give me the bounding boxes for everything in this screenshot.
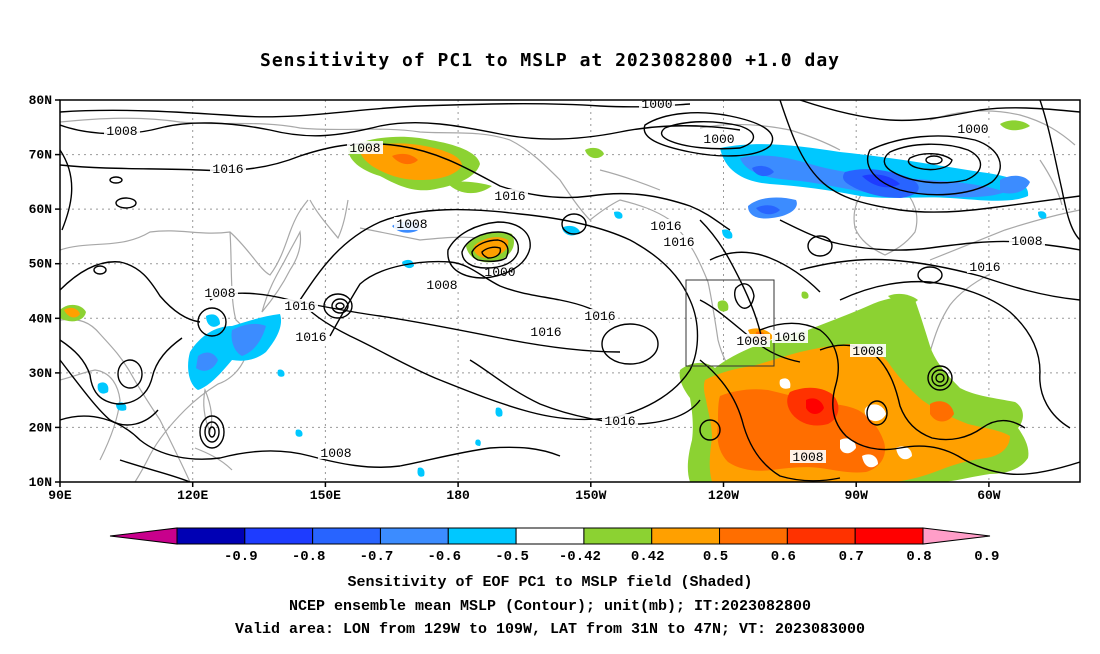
colorbar-swatch bbox=[854, 527, 924, 545]
contour-value-label: 1000 bbox=[484, 265, 515, 280]
lat-tick-label: 20N bbox=[29, 420, 52, 435]
contour-value-label: 1008 bbox=[1011, 234, 1042, 249]
contour-value-label: 1016 bbox=[295, 330, 326, 345]
colorbar-tick-label: -0.8 bbox=[292, 549, 326, 565]
contour-value-label: 1008 bbox=[204, 286, 235, 301]
colorbar-swatch bbox=[786, 527, 856, 545]
contour-value-label: 1000 bbox=[703, 132, 734, 147]
valid-area-box bbox=[685, 279, 775, 367]
colorbar-swatch bbox=[244, 527, 314, 545]
lat-tick-label: 40N bbox=[29, 311, 52, 326]
colorbar-swatch bbox=[312, 527, 381, 545]
lat-tick-label: 80N bbox=[29, 93, 52, 108]
contour-value-label: 1008 bbox=[396, 217, 427, 232]
colorbar-swatch bbox=[379, 527, 449, 545]
caption-contours: NCEP ensemble mean MSLP (Contour); unit(… bbox=[288, 598, 812, 615]
contour-value-label: 1016 bbox=[774, 330, 805, 345]
contour-value-label: 1008 bbox=[426, 278, 457, 293]
caption-valid-area: Valid area: LON from 129W to 109W, LAT f… bbox=[234, 621, 866, 638]
colorbar-tick-label: -0.42 bbox=[559, 549, 601, 565]
colorbar-tick-label: 0.7 bbox=[839, 549, 864, 565]
colorbar-tick-label: -0.6 bbox=[427, 549, 461, 565]
caption-shading: Sensitivity of EOF PC1 to MSLP field (Sh… bbox=[347, 574, 753, 591]
contour-value-label: 1000 bbox=[957, 122, 988, 137]
contour-value-label: 1008 bbox=[106, 124, 137, 139]
colorbar-tick-label: 0.8 bbox=[906, 549, 931, 565]
colorbar-low-arrow bbox=[109, 527, 178, 545]
contour-value-label: 1016 bbox=[604, 414, 635, 429]
contour-value-label: 1016 bbox=[530, 325, 561, 340]
contour-value-label: 1016 bbox=[212, 162, 243, 177]
contour-value-label: 1000 bbox=[641, 97, 672, 112]
contour-value-label: 1008 bbox=[852, 344, 883, 359]
map-frame bbox=[59, 99, 1081, 483]
contour-value-label: 1016 bbox=[584, 309, 615, 324]
lon-tick-label: 150E bbox=[310, 488, 341, 503]
lat-tick-label: 10N bbox=[29, 475, 52, 490]
colorbar-tick-label: -0.9 bbox=[224, 549, 258, 565]
contour-value-label: 1008 bbox=[349, 141, 380, 156]
lon-tick-label: 120W bbox=[708, 488, 739, 503]
lon-tick-label: 150W bbox=[575, 488, 606, 503]
colorbar-tick-label: 0.6 bbox=[771, 549, 796, 565]
colorbar-tick-label: 0.5 bbox=[703, 549, 728, 565]
lon-tick-label: 120E bbox=[177, 488, 208, 503]
lon-tick-label: 180 bbox=[446, 488, 470, 503]
lat-tick-label: 30N bbox=[29, 366, 52, 381]
colorbar-swatch bbox=[651, 527, 721, 545]
colorbar-swatch bbox=[515, 527, 585, 545]
colorbar-tick-label: -0.5 bbox=[495, 549, 529, 565]
colorbar-high-arrow bbox=[922, 527, 991, 545]
colorbar-tick-label: -0.7 bbox=[360, 549, 394, 565]
lon-tick-label: 90E bbox=[48, 488, 72, 503]
lon-tick-label: 90W bbox=[844, 488, 868, 503]
contour-value-label: 1008 bbox=[792, 450, 823, 465]
lon-tick-label: 60W bbox=[977, 488, 1001, 503]
contour-value-label: 1016 bbox=[494, 189, 525, 204]
latitude-axis: 80N 70N 60N 50N 40N 30N 20N 10N bbox=[29, 93, 60, 490]
contour-value-label: 1016 bbox=[284, 299, 315, 314]
lat-tick-label: 60N bbox=[29, 202, 52, 217]
contour-value-label: 1008 bbox=[736, 334, 767, 349]
colorbar-tick-label: 0.9 bbox=[974, 549, 999, 565]
contour-value-label: 1016 bbox=[969, 260, 1000, 275]
contour-value-label: 1008 bbox=[320, 446, 351, 461]
contour-value-label: 1016 bbox=[663, 235, 694, 250]
colorbar-tick-label: 0.42 bbox=[631, 549, 665, 565]
colorbar-swatch bbox=[719, 527, 788, 545]
colorbar-swatch bbox=[176, 527, 246, 545]
colorbar: -0.9 -0.8 -0.7 -0.6 -0.5 -0.42 0.42 0.5 0.6 0.7 0.… bbox=[109, 527, 999, 565]
map-title: Sensitivity of PC1 to MSLP at 2023082800… bbox=[259, 50, 840, 71]
contour-value-label: 1016 bbox=[650, 219, 681, 234]
longitude-axis: 90E 120E 150E 180 150W 120W 90W 60W bbox=[48, 482, 1001, 503]
colorbar-swatch bbox=[583, 527, 653, 545]
lat-tick-label: 70N bbox=[29, 148, 52, 163]
lat-tick-label: 50N bbox=[29, 257, 52, 272]
colorbar-swatch bbox=[447, 527, 517, 545]
